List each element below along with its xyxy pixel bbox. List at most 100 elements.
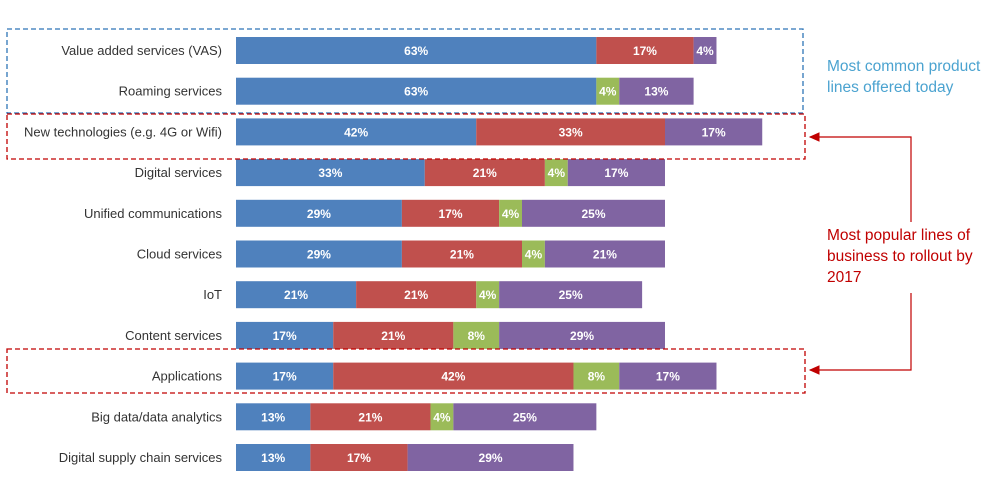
bar-value-label: 17% (604, 166, 628, 180)
bar-value-label: 63% (404, 44, 428, 58)
note-line: Most common product (827, 58, 981, 75)
bar-value-label: 21% (593, 248, 617, 262)
bar-value-label: 33% (559, 125, 583, 139)
bar-value-label: 21% (284, 288, 308, 302)
new-tech-highlight-box (6, 113, 806, 160)
bar-value-label: 4% (479, 288, 497, 302)
applications-highlight-box (6, 348, 806, 394)
bar-segment (236, 403, 311, 431)
category-label: Cloud services (137, 247, 223, 262)
bar-segment (476, 281, 500, 309)
bar-segment (499, 281, 643, 309)
bar-value-label: 17% (438, 207, 462, 221)
bar-segment (522, 240, 545, 268)
category-label: Content services (125, 328, 222, 343)
bar-segment (573, 362, 620, 390)
bar-segment (430, 403, 454, 431)
bar-segment (596, 77, 620, 105)
bar-value-label: 4% (599, 85, 617, 99)
bar-segment (453, 321, 500, 349)
bar-segment (596, 37, 694, 64)
bar-segment (236, 444, 311, 471)
bar-segment (236, 199, 402, 227)
bar-value-label: 8% (468, 329, 486, 343)
category-label: New technologies (e.g. 4G or Wifi) (24, 124, 222, 139)
bar-value-label: 17% (656, 370, 680, 384)
bar-value-label: 17% (347, 451, 371, 465)
bar-segment (236, 240, 402, 268)
bar-value-label: 21% (358, 410, 382, 424)
bar-value-label: 25% (559, 288, 583, 302)
bar-value-label: 4% (548, 166, 566, 180)
category-label: Applications (152, 369, 223, 384)
bar-segment (567, 159, 665, 187)
bar-value-label: 4% (502, 207, 520, 221)
bar-value-label: 42% (441, 370, 465, 384)
bar-segment (476, 118, 665, 146)
bar-segment (333, 362, 574, 390)
rollout-lines-note: Most popular lines of business to rollou… (827, 225, 997, 288)
bar-value-label: 17% (702, 125, 726, 139)
category-label: Value added services (VAS) (61, 43, 222, 58)
bar-value-label: 29% (570, 329, 594, 343)
bar-segment (693, 37, 717, 64)
bar-value-label: 21% (473, 166, 497, 180)
bar-segment (236, 281, 357, 309)
bar-value-label: 29% (479, 451, 503, 465)
category-label: Roaming services (119, 84, 223, 99)
bar-segment (236, 37, 597, 64)
bar-segment (619, 362, 717, 390)
note-line: 2017 (827, 269, 862, 286)
bar-value-label: 42% (344, 125, 368, 139)
bar-value-label: 29% (307, 207, 331, 221)
connector-line (808, 132, 912, 222)
bar-value-label: 21% (450, 248, 474, 262)
category-label: Digital services (135, 165, 223, 180)
bar-value-label: 8% (588, 370, 606, 384)
bar-segment (407, 444, 574, 471)
bar-value-label: 13% (644, 85, 668, 99)
bar-segment (333, 321, 454, 349)
bar-segment (236, 362, 334, 390)
note-line: Most popular lines of (827, 227, 971, 244)
note-line: business to rollout by (827, 248, 973, 265)
bar-value-label: 17% (273, 370, 297, 384)
bar-segment (236, 77, 597, 105)
bar-value-label: 21% (404, 288, 428, 302)
bar-segment (424, 159, 545, 187)
bar-segment (401, 240, 522, 268)
category-label: IoT (203, 287, 222, 302)
bar-segment (236, 118, 477, 146)
bar-value-label: 4% (433, 410, 451, 424)
bar-segment (619, 77, 694, 105)
bar-segment (665, 118, 763, 146)
bars-layer: Value added services (VAS) 63% 17% 4% Roamin… (24, 37, 763, 471)
bar-value-label: 13% (261, 410, 285, 424)
bar-value-label: 17% (633, 44, 657, 58)
bar-segment (544, 240, 665, 268)
category-label: Big data/data analytics (91, 409, 222, 424)
note-line: lines offered today (827, 79, 954, 96)
bar-segment (401, 199, 500, 227)
bar-value-label: 29% (307, 248, 331, 262)
bar-value-label: 33% (318, 166, 342, 180)
connector-line (808, 293, 912, 375)
bar-value-label: 25% (513, 410, 537, 424)
bar-value-label: 4% (696, 44, 714, 58)
bar-value-label: 13% (261, 451, 285, 465)
bar-segment (236, 321, 334, 349)
bar-value-label: 21% (381, 329, 405, 343)
category-label: Unified communications (84, 206, 223, 221)
bar-value-label: 25% (581, 207, 605, 221)
bar-segment (453, 403, 597, 431)
bar-segment (522, 199, 665, 227)
current-lines-note: Most common product lines offered today (827, 56, 997, 98)
bar-segment (236, 159, 425, 187)
bar-segment (356, 281, 477, 309)
bar-segment (544, 159, 568, 187)
bar-segment (499, 199, 522, 227)
bar-segment (310, 444, 408, 471)
bar-segment (499, 321, 665, 349)
bar-value-label: 17% (273, 329, 297, 343)
